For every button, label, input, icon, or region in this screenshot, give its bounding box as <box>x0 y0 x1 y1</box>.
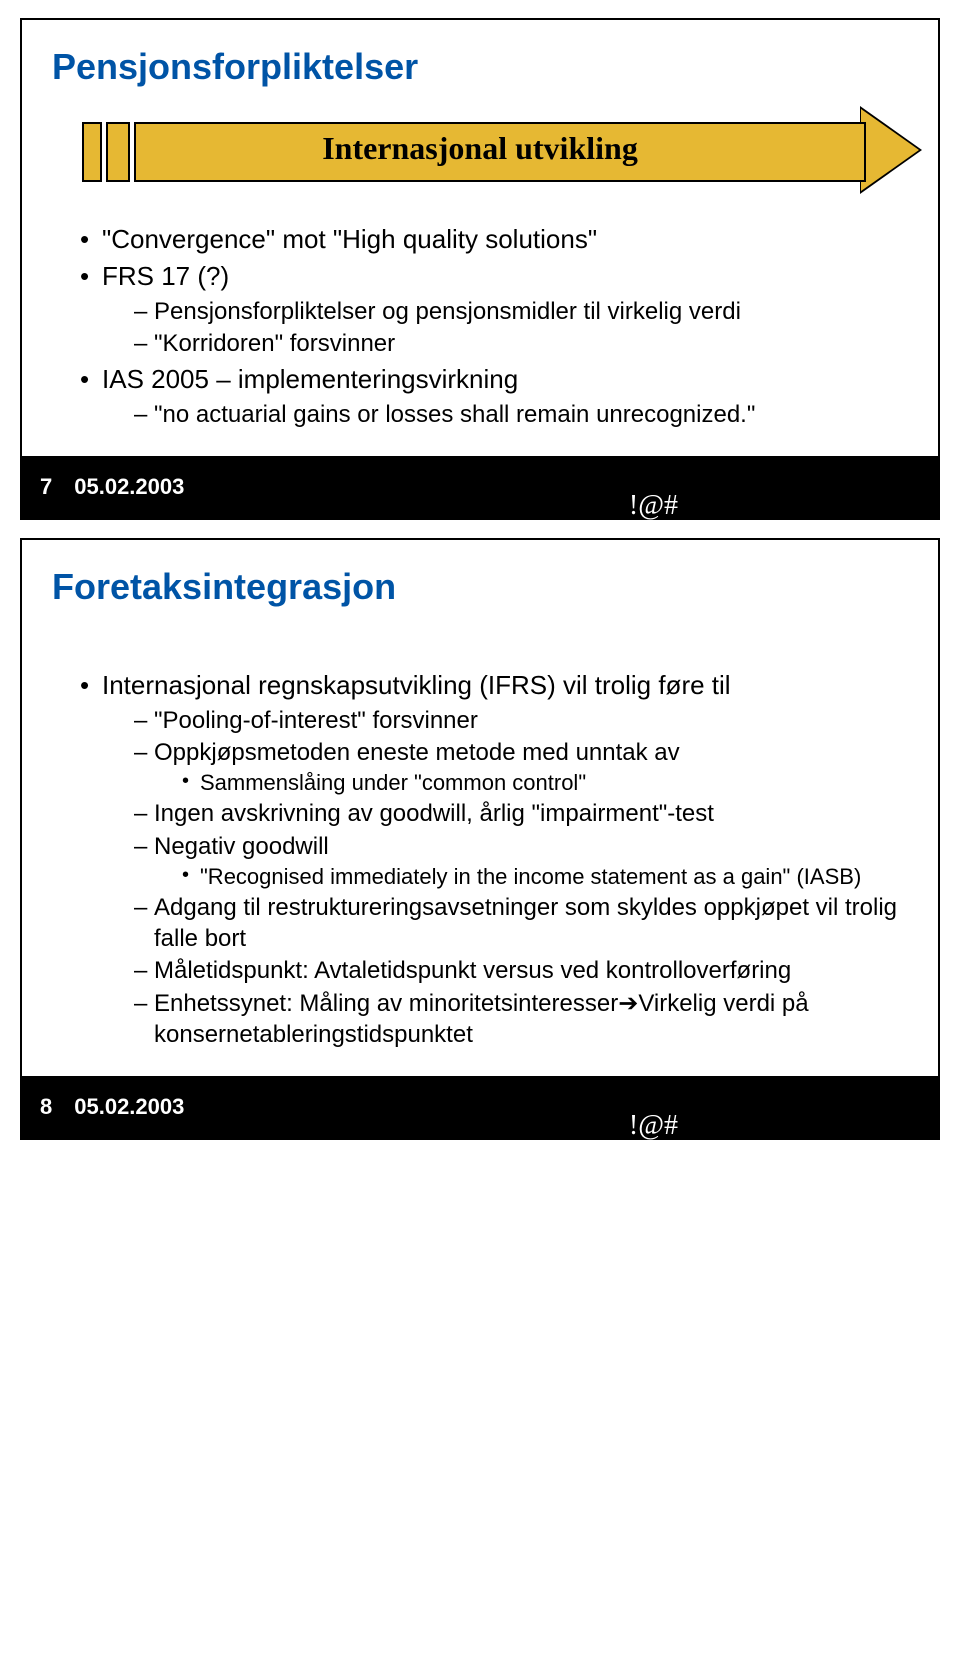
bullet-item: "Convergence" mot "High quality solution… <box>80 222 908 257</box>
arrow-label: Internasjonal utvikling <box>52 130 908 167</box>
slide-2: Foretaksintegrasjon Internasjonal regnsk… <box>20 538 940 1140</box>
sub-bullet-item: Ingen avskrivning av goodwill, årlig "im… <box>134 798 908 829</box>
sub-bullet-item: Adgang til restruktureringsavsetninger s… <box>134 892 908 954</box>
sub-bullet-text: Negativ goodwill <box>154 833 329 860</box>
sub-bullet-item: "Korridoren" forsvinner <box>134 328 908 359</box>
bullet-item: FRS 17 (?) Pensjonsforpliktelser og pens… <box>80 259 908 359</box>
sub-bullet-list: "no actuarial gains or losses shall rema… <box>102 399 908 430</box>
arrow-graphic: Internasjonal utvikling <box>52 108 908 194</box>
slide-1: Pensjonsforpliktelser Internasjonal utvi… <box>20 18 940 520</box>
footer-glyph-icon: !@# <box>629 1110 678 1142</box>
footer-date: 05.02.2003 <box>74 474 184 500</box>
sub-bullet-list: "Pooling-of-interest" forsvinner Oppkjøp… <box>102 705 908 1050</box>
right-arrow-icon: ➔ <box>618 990 638 1017</box>
footer-date: 05.02.2003 <box>74 1094 184 1120</box>
page-number: 8 <box>40 1094 52 1120</box>
bullet-text: FRS 17 (?) <box>102 261 229 291</box>
sub-bullet-item: "Pooling-of-interest" forsvinner <box>134 705 908 736</box>
sub-bullet-item: Måletidspunkt: Avtaletidspunkt versus ve… <box>134 955 908 986</box>
sub-bullet-list: Pensjonsforpliktelser og pensjonsmidler … <box>102 296 908 359</box>
sub-bullet-text-pre: Enhetssynet: Måling av minoritetsinteres… <box>154 990 618 1017</box>
bullet-list: "Convergence" mot "High quality solution… <box>52 222 908 430</box>
sub-bullet-item: Enhetssynet: Måling av minoritetsinteres… <box>134 988 908 1050</box>
sub-bullet-item: Oppkjøpsmetoden eneste metode med unntak… <box>134 737 908 797</box>
sub-bullet-item: Negativ goodwill "Recognised immediately… <box>134 831 908 891</box>
slide-body: Pensjonsforpliktelser Internasjonal utvi… <box>22 20 938 430</box>
sub-bullet-item: Pensjonsforpliktelser og pensjonsmidler … <box>134 296 908 327</box>
sub-sub-bullet-item: Sammenslåing under "common control" <box>182 769 908 797</box>
sub-sub-bullet-item: "Recognised immediately in the income st… <box>182 863 908 891</box>
footer-glyph-icon: !@# <box>629 490 678 522</box>
bullet-item: Internasjonal regnskapsutvikling (IFRS) … <box>80 668 908 1050</box>
bullet-item: IAS 2005 – implementeringsvirkning "no a… <box>80 362 908 430</box>
page-number: 7 <box>40 474 52 500</box>
bullet-text: IAS 2005 – implementeringsvirkning <box>102 364 518 394</box>
sub-bullet-item: "no actuarial gains or losses shall rema… <box>134 399 908 430</box>
slide-title: Pensjonsforpliktelser <box>52 46 908 88</box>
slide-body: Foretaksintegrasjon Internasjonal regnsk… <box>22 540 938 1050</box>
bullet-list: Internasjonal regnskapsutvikling (IFRS) … <box>52 668 908 1050</box>
slide-footer: 8 05.02.2003 !@# <box>22 1076 938 1138</box>
bullet-text: Internasjonal regnskapsutvikling (IFRS) … <box>102 670 731 700</box>
slide-title: Foretaksintegrasjon <box>52 566 908 608</box>
sub-sub-bullet-list: Sammenslåing under "common control" <box>154 769 908 797</box>
sub-sub-bullet-list: "Recognised immediately in the income st… <box>154 863 908 891</box>
slide-footer: 7 05.02.2003 !@# <box>22 456 938 518</box>
sub-bullet-text: Oppkjøpsmetoden eneste metode med unntak… <box>154 739 680 766</box>
